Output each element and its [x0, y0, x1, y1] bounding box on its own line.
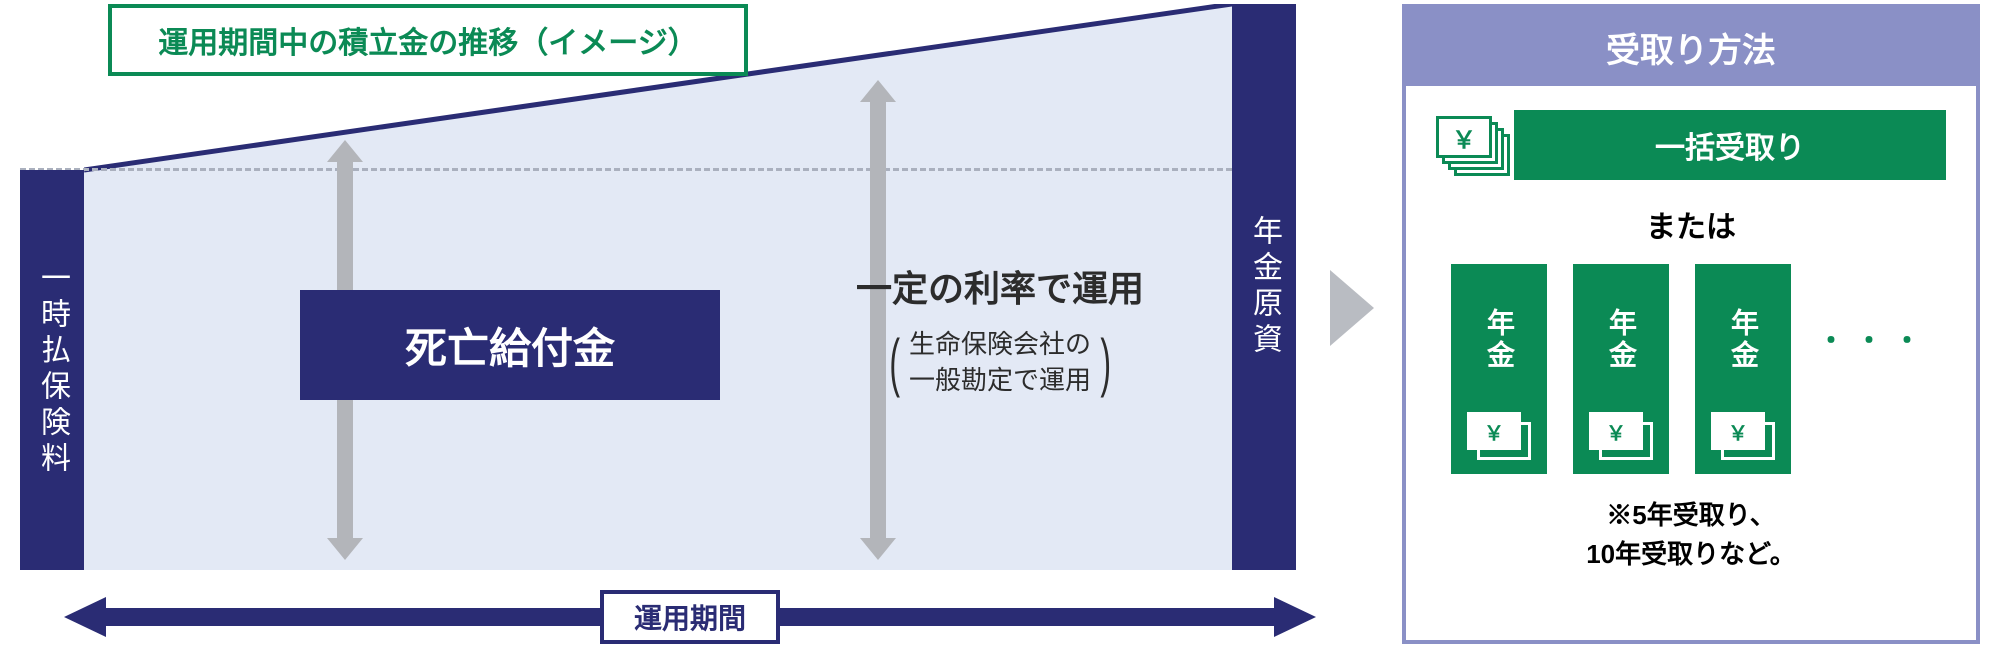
annuity-row: 年金 ￥ 年金 ￥ 年金 ￥ ・・・: [1436, 264, 1946, 474]
rate-title: 一定の利率で運用: [770, 260, 1230, 312]
period-label-box: 運用期間: [600, 590, 780, 644]
panel-header-text: 受取り方法: [1606, 23, 1776, 72]
yen-mini-icon: ￥: [1707, 410, 1779, 462]
annuity-label: 年金: [1479, 280, 1519, 400]
period-label: 運用期間: [634, 597, 746, 637]
death-benefit-label: 死亡給付金: [300, 290, 720, 400]
yen-mini-icon: ￥: [1585, 410, 1657, 462]
footnote: ※5年受取り、 10年受取りなど。: [1436, 496, 1946, 574]
yen-stack-icon: ￥: [1436, 110, 1514, 180]
yen-symbol: ￥: [1452, 120, 1476, 155]
dashed-guide: [20, 168, 1232, 171]
premium-label: 一時払保険料: [30, 262, 74, 478]
premium-bar: 一時払保険料: [20, 170, 84, 570]
annuity-block: 年金 ￥: [1451, 264, 1547, 474]
rate-block: 一定の利率で運用 ( 生命保険会社の 一般勘定で運用 ): [770, 260, 1230, 399]
annuity-block: 年金 ￥: [1695, 264, 1791, 474]
callout-box: 運用期間中の積立金の推移（イメージ）: [108, 4, 748, 76]
panel-body: ￥ 一括受取り または 年金 ￥ 年金 ￥ 年金 ￥ ・・・ ※5年受取り、 10年受取りな…: [1406, 86, 1976, 598]
rate-sub: ( 生命保険会社の 一般勘定で運用 ): [770, 326, 1230, 399]
yen-mini-icon: ￥: [1463, 410, 1535, 462]
paren-right: ): [1100, 340, 1111, 385]
paren-left: (: [889, 340, 900, 385]
death-benefit-text: 死亡給付金: [405, 315, 615, 376]
callout-title: 運用期間中の積立金の推移（イメージ）: [158, 18, 697, 62]
footnote-l1: ※5年受取り、: [1606, 500, 1775, 530]
receipt-panel: 受取り方法 ￥ 一括受取り または 年金 ￥ 年金 ￥ 年金 ￥ ・・・ ※5年受取り、: [1402, 4, 1980, 644]
period-arrow-left-tip: [64, 597, 106, 637]
lump-sum-row: ￥ 一括受取り: [1436, 110, 1946, 180]
lump-sum-bar: 一括受取り: [1514, 110, 1946, 180]
pointer-icon: [1330, 270, 1374, 346]
fund-bar: 年金原資: [1232, 4, 1296, 570]
diagram-stage: 一時払保険料 年金原資 運用期間中の積立金の推移（イメージ） 死亡給付金 一定の…: [0, 0, 2000, 662]
panel-header: 受取り方法: [1406, 8, 1976, 86]
annuity-label: 年金: [1723, 280, 1763, 400]
period-arrow-right-tip: [1274, 597, 1316, 637]
annuity-block: 年金 ￥: [1573, 264, 1669, 474]
rate-sub-l2: 一般勘定で運用: [909, 365, 1091, 395]
or-label: または: [1436, 202, 1946, 246]
fund-label: 年金原資: [1242, 215, 1286, 359]
lump-sum-label: 一括受取り: [1655, 123, 1805, 167]
rate-sub-l1: 生命保険会社の: [909, 329, 1091, 359]
annuity-dots: ・・・: [1817, 319, 1931, 419]
rate-sub-inner: 生命保険会社の 一般勘定で運用: [909, 326, 1091, 399]
footnote-l2: 10年受取りなど。: [1586, 539, 1796, 569]
annuity-label: 年金: [1601, 280, 1641, 400]
